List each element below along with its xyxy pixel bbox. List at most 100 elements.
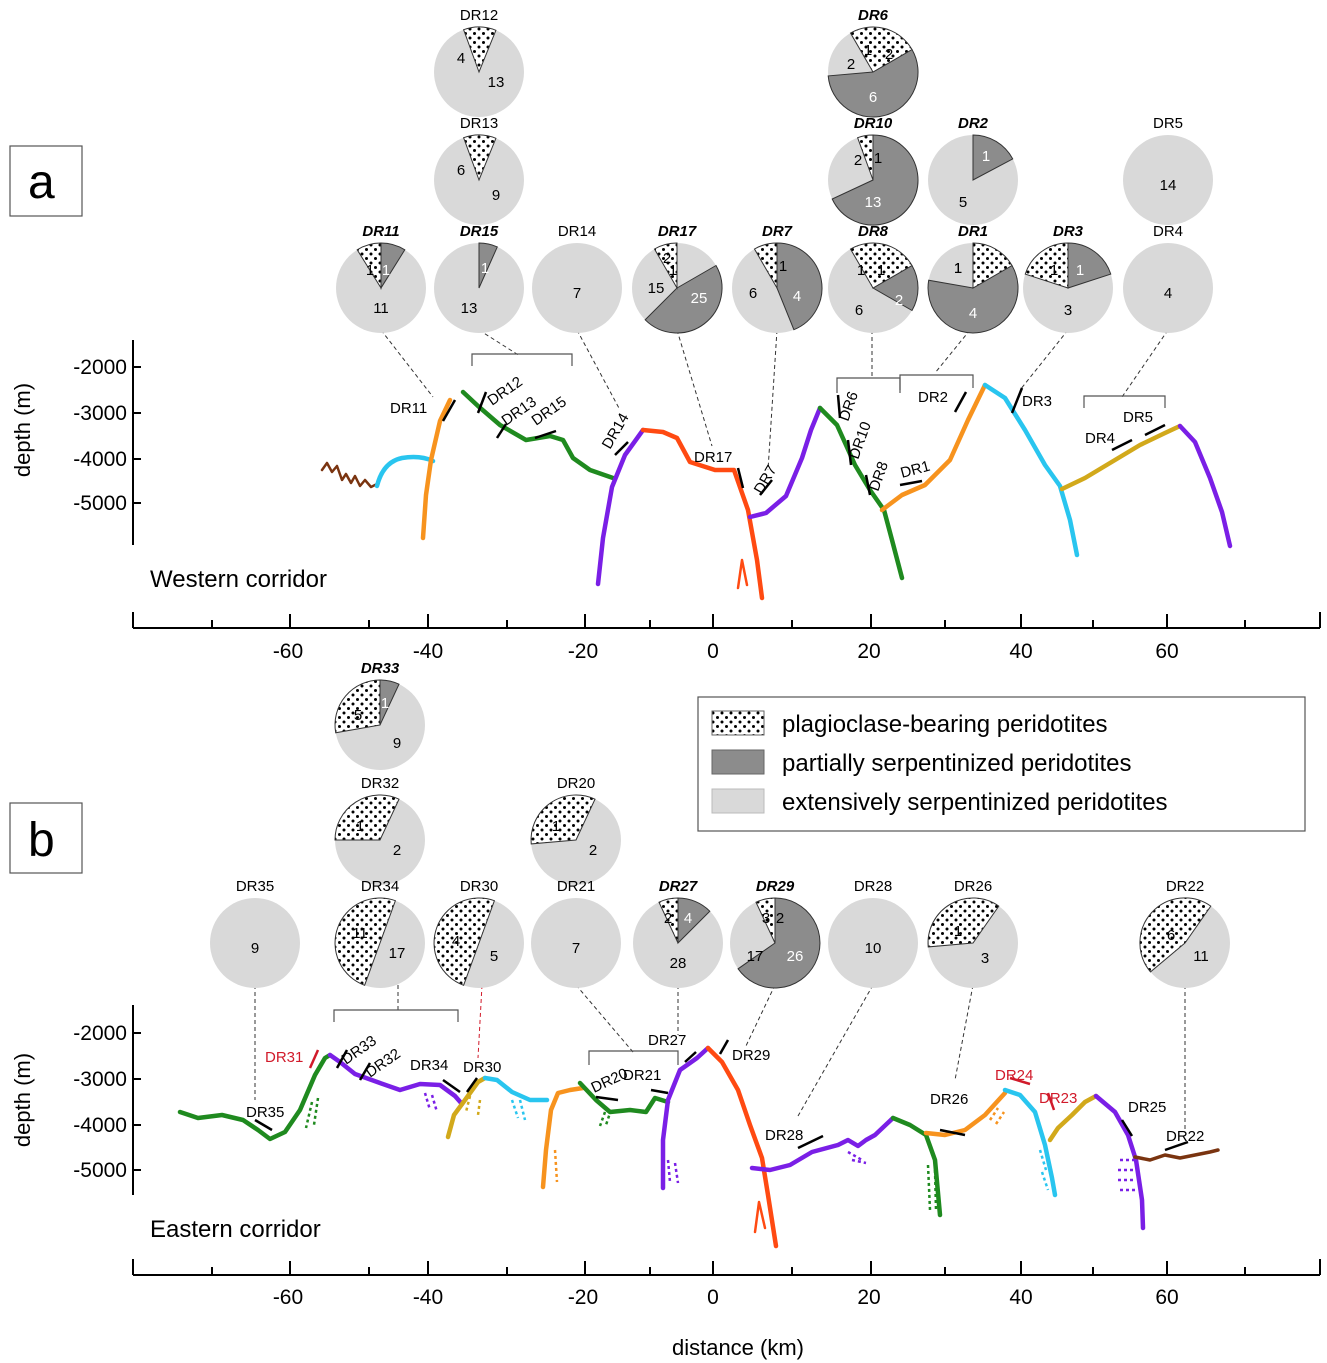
profile-a-green-1	[460, 389, 616, 481]
pie-count-plag: 3	[762, 910, 770, 927]
pie-title: DR22	[1166, 878, 1204, 895]
dredge-label-a-DR17: DR17	[694, 449, 732, 466]
pie-count-ext: 6	[855, 302, 863, 319]
pie-title: DR14	[558, 223, 596, 240]
depth-tick-b-2000: -2000	[73, 1022, 127, 1045]
pie-partial-slice	[871, 264, 919, 312]
pie-count-plag: 5	[354, 707, 362, 724]
corridor-label-b: Eastern corridor	[150, 1216, 321, 1243]
pie-count-plag: 1	[864, 42, 872, 59]
pie-plagioclase-slice	[1024, 242, 1069, 289]
pie-title: DR26	[954, 878, 992, 895]
pie-count-plag: 2	[663, 250, 671, 267]
panel-a-box	[9, 145, 83, 217]
depth-tick-a-3000: -3000	[73, 402, 127, 425]
profile-b-red	[705, 1045, 779, 1249]
pie-count-plag: 6	[457, 162, 465, 179]
pie-plagioclase-slice	[658, 897, 679, 944]
pie-DR26: DR26 1 3	[927, 878, 1018, 988]
pie-title: DR32	[361, 775, 399, 792]
pie-count-plag: 1	[356, 818, 364, 835]
profile-b-fault-arrow	[753, 1200, 767, 1234]
dredge-label-b-DR22: DR22	[1166, 1128, 1204, 1145]
pie-count-plag: 1	[1050, 262, 1058, 279]
profile-b-purple-1	[327, 1052, 465, 1107]
pie-count-plag: 1	[954, 923, 962, 940]
pie-plagioclase-slice	[927, 897, 1000, 948]
pie-title: DR12	[460, 7, 498, 24]
pie-count-ext: 17	[747, 948, 764, 965]
profile-b-purple-2	[660, 1045, 711, 1191]
profile-b-purple-4	[1093, 1093, 1146, 1231]
pie-count-extra: 2	[885, 46, 893, 63]
pie-title: DR4	[1153, 223, 1183, 240]
dredge-label-a-DR15: DR15	[529, 393, 570, 429]
dredge-label-a-DR10: DR10	[846, 420, 875, 462]
dredge-label-a-DR5: DR5	[1123, 409, 1153, 426]
distance-tick-b-60: 60	[1155, 1286, 1178, 1309]
distance-tick-b-40: 40	[1009, 1286, 1032, 1309]
profile-a-orange-2	[879, 382, 988, 513]
pie-count-ext: 7	[573, 285, 581, 302]
profile-a-cyan-1	[374, 454, 436, 489]
pie-count-ext: 1	[954, 260, 962, 277]
pie-extensive-slice	[531, 898, 621, 988]
pie-count-ext: 11	[1193, 948, 1209, 965]
profile-b-orange-1	[540, 1085, 586, 1190]
pie-count-extra: 1	[877, 262, 885, 279]
pie-count-plag: 1	[779, 258, 787, 275]
pie-plagioclase-slice	[334, 679, 381, 734]
distance-tick-b--20: -20	[568, 1286, 598, 1309]
dredge-label-b-DR21: DR21	[623, 1067, 661, 1084]
dredge-marks-red	[308, 1049, 1056, 1111]
pie-count-ext: 15	[648, 280, 665, 297]
pie-count-ext: 5	[490, 948, 498, 965]
dredge-label-a-DR6: DR6	[836, 389, 862, 423]
pie-extensive-slice	[210, 898, 300, 988]
pie-partial-slice	[644, 264, 723, 334]
pie-title: DR10	[854, 115, 893, 132]
panel-b-label: b	[28, 814, 55, 867]
pie-title: DR33	[361, 660, 400, 677]
dredge-label-b-DR20: DR20	[589, 1065, 631, 1097]
distance-tick-a-0: 0	[707, 640, 719, 663]
pie-plagioclase-slice	[849, 26, 913, 73]
profile-b-mustard-2	[1047, 1093, 1099, 1143]
distance-tick-a--60: -60	[273, 640, 303, 663]
pie-count-extra: 2	[776, 910, 784, 927]
pie-count-partial: 1	[481, 260, 489, 277]
pie-DR17: DR17 2 25 151	[632, 223, 723, 334]
depth-axis-label-a: depth (m)	[10, 383, 35, 477]
pie-count-ext: 17	[389, 945, 406, 962]
bracket-lines	[333, 353, 1166, 1065]
pie-count-partial: 25	[691, 290, 708, 307]
distance-axis-label: distance (km)	[672, 1335, 804, 1360]
pie-count-partial: 1	[381, 695, 389, 712]
pie-plagioclase-slice	[530, 794, 596, 845]
pie-title: DR11	[362, 223, 399, 240]
pie-plagioclase-slice	[334, 897, 397, 986]
pie-DR4: DR4 4	[1123, 223, 1213, 333]
pie-DR29: DR29 3 26 17 2	[730, 878, 821, 989]
pie-count-ext: 3	[1064, 302, 1072, 319]
pie-title: DR3	[1053, 223, 1084, 240]
pie-count-partial: 1	[382, 262, 390, 279]
dredge-label-b-DR29: DR29	[732, 1047, 770, 1064]
pie-DR10: DR10 1 13 2	[828, 115, 919, 226]
pie-count-ext: 9	[492, 187, 500, 204]
pie-count-ext: 9	[393, 735, 401, 752]
profile-b-orange-2	[923, 1090, 1008, 1138]
pie-plagioclase-slice	[856, 134, 874, 181]
pie-count-plag: 2	[664, 910, 672, 927]
distance-tick-b--40: -40	[413, 1286, 443, 1309]
pie-title: DR1	[958, 223, 988, 240]
pie-DR14: DR14 7	[532, 223, 622, 333]
pie-partial-slice	[972, 134, 1014, 181]
depth-tick-b-4000: -4000	[73, 1114, 127, 1137]
pie-count-partial: 26	[787, 948, 804, 965]
distance-tick-a--40: -40	[413, 640, 443, 663]
pie-DR33: DR33 5 1 9	[334, 660, 425, 770]
